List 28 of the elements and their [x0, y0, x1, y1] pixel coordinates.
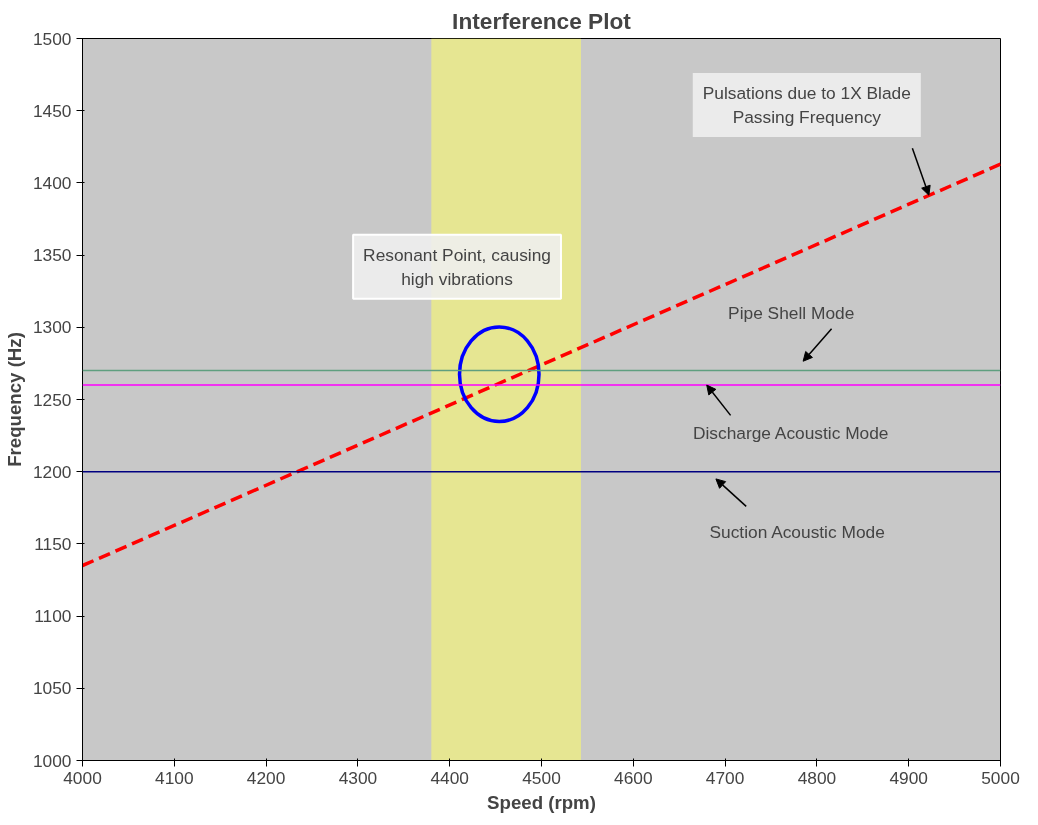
annotation: Pulsations due to 1X Blade Passing Frequency: [702, 82, 911, 127]
y-tick-label: 1450: [32, 100, 72, 121]
y-axis-title: Frequency (Hz): [3, 332, 25, 467]
y-tick-label: 1100: [34, 606, 72, 627]
annotation: Pipe Shell Mode: [728, 302, 855, 323]
y-tick-label: 1050: [32, 678, 72, 699]
y-tick-label: 1400: [32, 172, 72, 193]
x-tick-label: 4700: [705, 767, 745, 788]
y-tick-label: 1500: [32, 28, 72, 49]
y-tick-label: 1350: [32, 245, 72, 266]
annotation: Suction Acoustic Mode: [709, 522, 885, 543]
x-tick-label: 5000: [981, 767, 1020, 788]
chart-title: Interference Plot: [452, 7, 632, 34]
annotation: Resonant Point, causing high vibrations: [363, 244, 551, 289]
annotation: Discharge Acoustic Mode: [692, 423, 889, 444]
y-tick-label: 1300: [32, 317, 72, 338]
x-tick-label: 4800: [797, 767, 837, 788]
x-tick-label: 4900: [889, 767, 928, 788]
x-tick-label: 4600: [614, 767, 653, 788]
x-tick-label: 4300: [338, 767, 378, 788]
y-tick-label: 1250: [32, 389, 72, 410]
x-tick-label: 4100: [155, 767, 194, 788]
x-tick-label: 4500: [522, 767, 561, 788]
x-tick-label: 4200: [246, 767, 286, 788]
x-axis-title: Speed (rpm): [487, 791, 596, 813]
y-tick-label: 1150: [34, 533, 72, 554]
x-tick-label: 4400: [430, 767, 469, 788]
y-tick-label: 1200: [32, 461, 72, 482]
